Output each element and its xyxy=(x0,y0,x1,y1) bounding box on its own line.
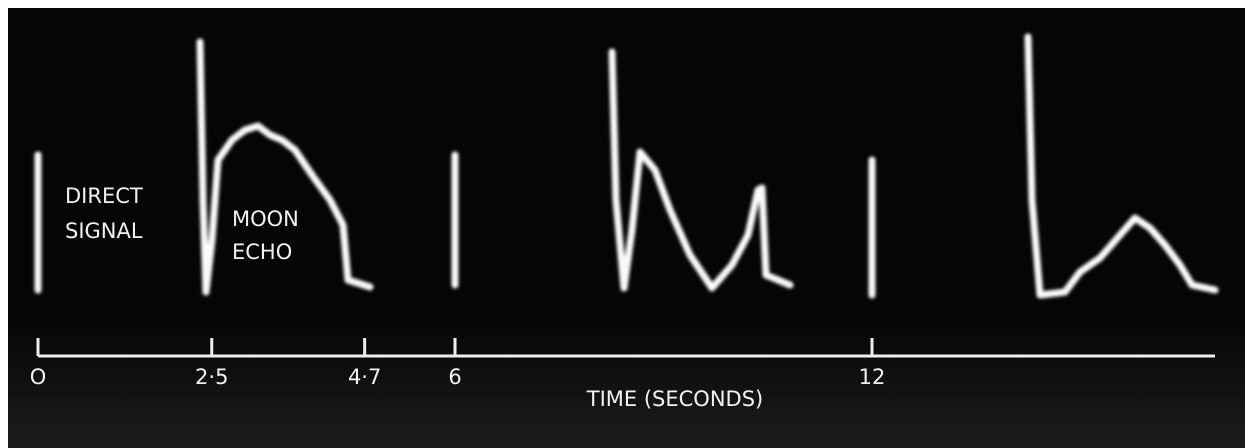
label-line: ECHO xyxy=(232,240,292,264)
tick-label: 12 xyxy=(859,365,886,389)
label-line: SIGNAL xyxy=(65,219,143,243)
label-line: DIRECT xyxy=(65,184,143,208)
label-line: MOON xyxy=(232,207,299,231)
tick-label: 2·5 xyxy=(195,365,228,389)
tick-label: 4·7 xyxy=(348,365,381,389)
photo: DIRECT SIGNAL MOON ECHO TIME (SECONDS) O… xyxy=(0,0,1245,448)
screen xyxy=(8,8,1245,448)
tick-label: 6 xyxy=(448,365,461,389)
axis-label: TIME (SECONDS) xyxy=(586,387,763,411)
tick-label: O xyxy=(30,365,47,389)
